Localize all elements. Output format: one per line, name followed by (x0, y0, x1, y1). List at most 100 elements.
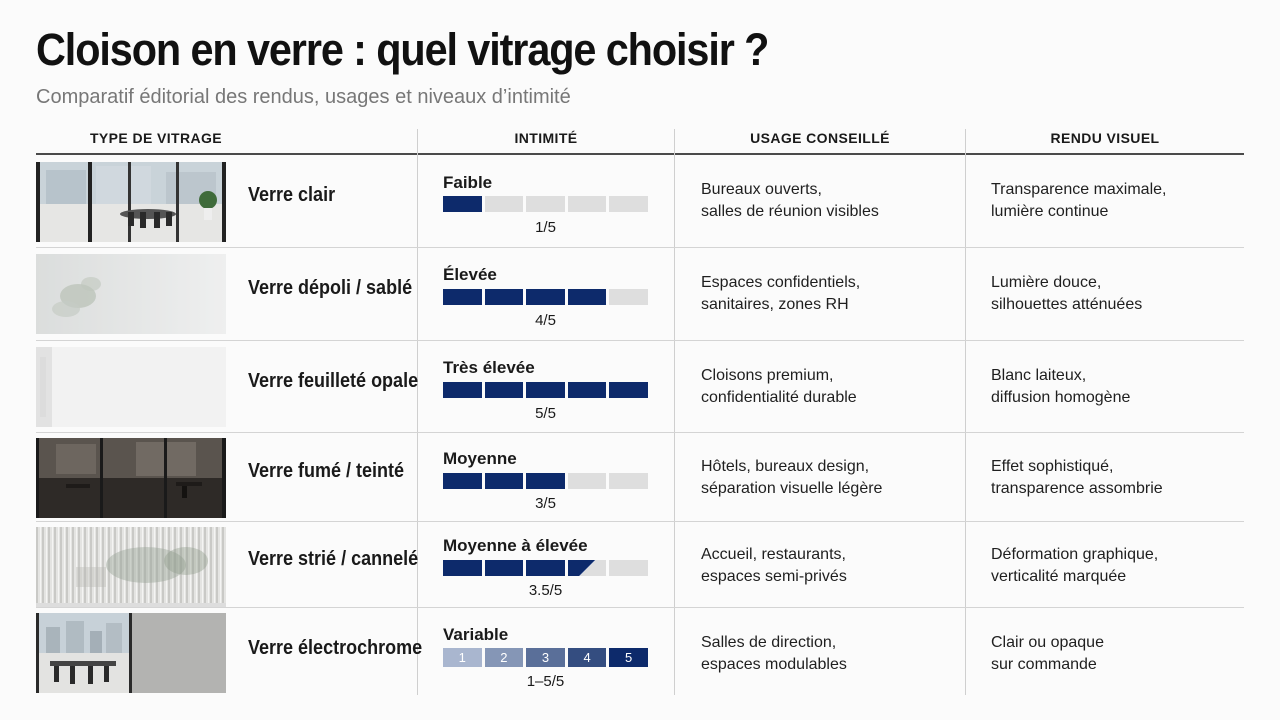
intimacy-bar (443, 560, 648, 576)
intimacy-segment (484, 560, 524, 576)
table-row: Verre dépoli / sablé Élevée 4/5 Espaces … (36, 248, 1244, 341)
intimacy-segment[interactable]: 3 (526, 648, 565, 667)
intimacy-score: 5/5 (535, 405, 556, 422)
intimacy-segment (567, 289, 607, 305)
intimacy-segment (609, 560, 648, 576)
rendu-line: silhouettes atténuées (991, 296, 1143, 313)
rendu-text: Lumière douce, silhouettes atténuées (991, 272, 1142, 316)
usage-line: Salles de direction, (701, 634, 837, 651)
table-row: Verre strié / cannelé Moyenne à élevée 3… (36, 522, 1244, 608)
intimacy-segment[interactable]: 1 (443, 648, 482, 667)
intimacy-segment (567, 382, 607, 398)
fluted-glass-thumbnail (36, 527, 226, 607)
usage-line: Hôtels, bureaux design, (701, 458, 870, 475)
usage-line: espaces semi-privés (701, 568, 847, 585)
usage-line: Cloisons premium, (701, 367, 834, 384)
rendu-line: Clair ou opaque (991, 634, 1104, 651)
intimacy-segment[interactable]: 4 (567, 648, 607, 667)
electrochromic-glass-thumbnail (36, 613, 226, 693)
intimacy-segment (526, 473, 565, 489)
intimacy-segment (609, 473, 648, 489)
tinted-glass-thumbnail (36, 438, 226, 518)
usage-line: salles de réunion visibles (701, 203, 879, 220)
table-row: Verre fumé / teinté Moyenne 3/5 Hôtels, … (36, 433, 1244, 522)
rendu-text: Clair ou opaque sur commande (991, 632, 1104, 676)
rendu-line: diffusion homogène (991, 389, 1131, 406)
intimacy-segment (526, 289, 565, 305)
table-row: Verre clair Faible 1/5 Bureaux ouverts, … (36, 156, 1244, 248)
intimacy-segment (484, 289, 524, 305)
rendu-line: Transparence maximale, (991, 181, 1167, 198)
intimacy-segment (443, 382, 482, 398)
intimacy-score: 1–5/5 (526, 673, 565, 690)
intimacy-label: Moyenne à élevée (443, 536, 588, 555)
header-usage: USAGE CONSEILLÉ (750, 130, 890, 146)
intimacy-segment (609, 289, 648, 305)
opal-glass-thumbnail (36, 347, 226, 427)
rendu-text: Déformation graphique, verticalité marqu… (991, 544, 1158, 588)
page-title: Cloison en verre : quel vitrage choisir … (36, 24, 769, 75)
rendu-line: Lumière douce, (991, 274, 1102, 291)
intimacy-segment (443, 560, 482, 576)
intimacy-segment[interactable]: 5 (609, 648, 648, 667)
table-header: TYPE DE VITRAGE INTIMITÉ USAGE CONSEILLÉ… (36, 124, 1244, 155)
intimacy-score: 3.5/5 (528, 582, 563, 599)
intimacy-segment (443, 473, 482, 489)
usage-text: Salles de direction, espaces modulables (701, 632, 847, 676)
glass-type-name: Verre feuilleté opale (248, 370, 419, 392)
header-rendu: RENDU VISUEL (1050, 130, 1160, 146)
table-row: Verre feuilleté opale Très élevée 5/5 Cl… (36, 341, 1244, 433)
intimacy-bar (443, 289, 648, 305)
intimacy-segment (526, 382, 565, 398)
intimacy-label: Faible (443, 173, 493, 192)
glass-type-name: Verre strié / cannelé (248, 548, 419, 570)
rendu-line: lumière continue (991, 203, 1109, 220)
usage-line: sanitaires, zones RH (701, 296, 849, 313)
column-divider (965, 129, 966, 695)
column-divider (417, 129, 418, 695)
header-type: TYPE DE VITRAGE (89, 130, 223, 146)
intimacy-label: Élevée (443, 265, 497, 284)
intimacy-segment (526, 196, 565, 212)
glass-type-name: Verre clair (248, 184, 336, 206)
intimacy-segment (526, 560, 565, 576)
intimacy-label: Très élevée (443, 358, 535, 377)
usage-line: espaces modulables (701, 656, 847, 673)
glass-type-name: Verre dépoli / sablé (248, 277, 413, 299)
usage-text: Hôtels, bureaux design, séparation visue… (701, 456, 882, 500)
intimacy-bar (443, 473, 648, 489)
usage-line: Bureaux ouverts, (701, 181, 822, 198)
rendu-line: verticalité marquée (991, 568, 1127, 585)
intimacy-segment[interactable]: 2 (484, 648, 524, 667)
rendu-line: transparence assombrie (991, 480, 1163, 497)
usage-text: Espaces confidentiels, sanitaires, zones… (701, 272, 860, 316)
intimacy-score: 4/5 (535, 312, 556, 329)
rendu-line: sur commande (991, 656, 1097, 673)
intimacy-segment (567, 473, 607, 489)
frosted-glass-thumbnail (36, 254, 226, 334)
usage-text: Cloisons premium, confidentialité durabl… (701, 365, 857, 409)
rendu-line: Blanc laiteux, (991, 367, 1087, 384)
usage-line: séparation visuelle légère (701, 480, 883, 497)
intimacy-segment (567, 560, 607, 576)
usage-text: Bureaux ouverts, salles de réunion visib… (701, 179, 879, 223)
rendu-text: Blanc laiteux, diffusion homogène (991, 365, 1130, 409)
rendu-line: Effet sophistiqué, (991, 458, 1114, 475)
rendu-text: Transparence maximale, lumière continue (991, 179, 1166, 223)
intimacy-segment (609, 382, 648, 398)
usage-line: Espaces confidentiels, (701, 274, 861, 291)
rendu-text: Effet sophistiqué, transparence assombri… (991, 456, 1163, 500)
usage-line: confidentialité durable (701, 389, 857, 406)
intimacy-segment (443, 289, 482, 305)
intimacy-label: Variable (443, 625, 509, 644)
intimacy-bar (443, 382, 648, 398)
glass-type-name: Verre fumé / teinté (248, 460, 405, 482)
intimacy-segment (484, 473, 524, 489)
usage-line: Accueil, restaurants, (701, 546, 846, 563)
header-intimite: INTIMITÉ (514, 130, 578, 146)
usage-text: Accueil, restaurants, espaces semi-privé… (701, 544, 847, 588)
intimacy-score: 1/5 (535, 219, 556, 236)
intimacy-segment (567, 196, 607, 212)
